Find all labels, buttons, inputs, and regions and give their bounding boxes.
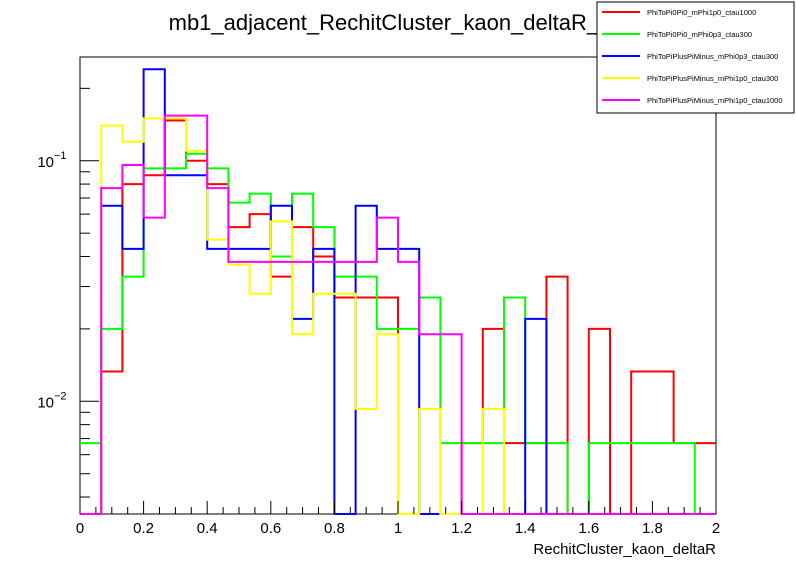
legend-entry-label: PhiToPiPlusPiMinus_mPhi1p0_ctau300 [647, 74, 778, 83]
series-line-5 [80, 114, 716, 515]
x-tick-label: 1.4 [515, 520, 536, 537]
x-tick-label: 1.2 [451, 520, 472, 537]
x-axis-label: RechitCluster_kaon_deltaR [533, 541, 716, 558]
y-tick-label: 10 [37, 154, 54, 171]
y-tick-exponent: −1 [54, 150, 67, 162]
x-tick-label: 0.6 [260, 520, 281, 537]
x-tick-label: 0.2 [133, 520, 154, 537]
chart-title: mb1_adjacent_RechitCluster_kaon_deltaR_0 [169, 10, 612, 35]
legend-entry-label: PhiToPi0Pi0_mPhi0p3_ctau300 [647, 30, 752, 39]
x-tick-label: 1 [394, 520, 402, 537]
histogram-series-group [80, 68, 716, 515]
legend-entry-label: PhiToPi0Pi0_mPhi1p0_ctau1000 [647, 8, 756, 17]
legend-box [596, 1, 795, 114]
x-tick-label: 0.8 [324, 520, 345, 537]
x-tick-label: 1.8 [642, 520, 663, 537]
x-tick-label: 0.4 [197, 520, 218, 537]
y-tick-exponent: −2 [54, 390, 67, 402]
legend: PhiToPi0Pi0_mPhi1p0_ctau1000 PhiToPi0Pi0_… [596, 1, 795, 114]
x-tick-label: 0 [76, 520, 84, 537]
y-tick-label: 10 [37, 394, 54, 411]
legend-entry-label: PhiToPiPlusPiMinus_mPhi1p0_ctau1000 [647, 96, 783, 105]
x-tick-label: 1.6 [578, 520, 599, 537]
x-tick-label: 2 [712, 520, 720, 537]
legend-entry-label: PhiToPiPlusPiMinus_mPhi0p3_ctau300 [647, 52, 778, 61]
